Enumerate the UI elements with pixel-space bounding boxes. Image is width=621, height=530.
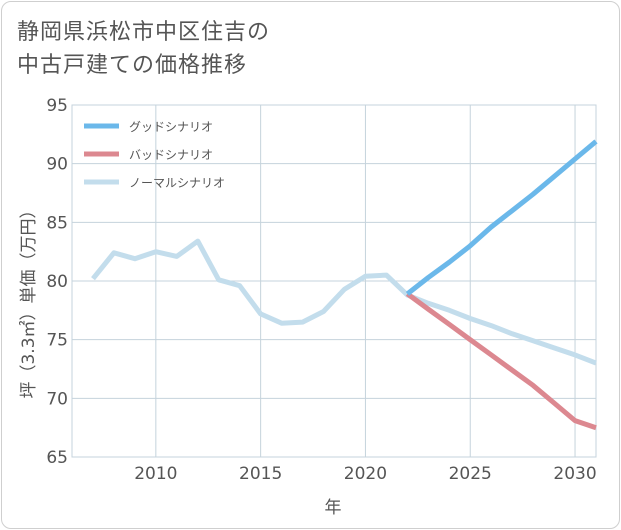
chart-title-line-2: 中古戸建ての価格推移 xyxy=(17,53,248,78)
x-tick-labels: 2010 2015 2020 2025 2030 xyxy=(134,464,596,484)
y-tick-label: 85 xyxy=(46,213,68,233)
good-scenario-line xyxy=(405,139,598,296)
series-lines xyxy=(91,139,598,431)
x-tick-label: 2015 xyxy=(239,464,282,484)
normal-scenario-line xyxy=(91,238,597,366)
y-tick-label: 95 xyxy=(46,96,68,116)
bad-scenario-line xyxy=(405,291,597,431)
good-scenario-legend-label: グッドシナリオ xyxy=(129,120,213,134)
y-tick-labels: 65 70 75 80 85 90 95 xyxy=(46,96,68,468)
x-tick-label: 2025 xyxy=(449,464,492,484)
y-tick-label: 70 xyxy=(46,389,68,409)
x-tick-label: 2010 xyxy=(134,464,177,484)
x-tick-label: 2030 xyxy=(553,464,596,484)
y-axis-label: 坪（3.3㎡）単価（万円） xyxy=(19,201,39,398)
chart-title: 静岡県浜松市中区住吉の 中古戸建ての価格推移 xyxy=(17,16,270,82)
bad-scenario-legend-label: バッドシナリオ xyxy=(129,148,213,162)
normal-scenario-legend-label: ノーマルシナリオ xyxy=(129,176,225,190)
grid-lines xyxy=(72,105,596,457)
y-tick-label: 65 xyxy=(46,448,68,468)
x-tick-label: 2020 xyxy=(344,464,387,484)
y-tick-label: 75 xyxy=(46,331,68,351)
chart-title-line-1: 静岡県浜松市中区住吉の xyxy=(17,20,271,45)
y-tick-label: 90 xyxy=(46,155,68,175)
x-axis-label: 年 xyxy=(325,498,342,518)
y-tick-label: 80 xyxy=(46,272,68,292)
